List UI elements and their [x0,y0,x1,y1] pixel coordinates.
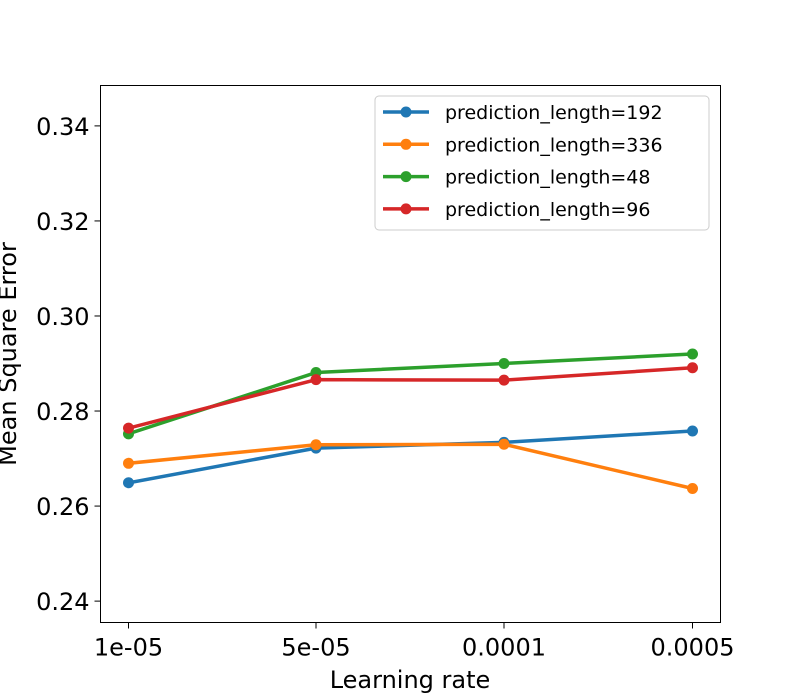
data-point [687,348,698,360]
y-tick-label: 0.32 [36,208,89,236]
legend: prediction_length=192 prediction_length=3… [374,95,710,231]
x-tick-label: 1e-05 [94,634,163,662]
x-tick-label: 0.0005 [651,634,735,662]
x-tick-label: 5e-05 [281,634,350,662]
series-1 [123,438,698,494]
data-point [687,425,698,437]
axes-layer: 1e-05 5e-05 0.0001 0.0005 0.24 0.26 0.28 0.30 0.… [36,113,734,662]
data-point [687,482,698,494]
legend-label: prediction_length=336 [445,134,663,156]
legend-marker [400,138,412,150]
legend-label: prediction_length=96 [445,199,650,221]
legend-frame [374,95,710,231]
series-line [126,442,695,491]
y-tick-label: 0.34 [36,113,89,141]
data-point [498,358,510,370]
data-point [498,374,510,386]
data-point [687,362,698,374]
data-point [123,477,134,489]
series-layer [123,348,698,494]
data-point [310,374,322,386]
y-tick-label: 0.24 [36,588,89,616]
data-point [123,457,134,469]
x-axis-label: Learning rate [330,666,491,694]
data-point [310,439,322,451]
series-line [126,365,695,431]
series-3 [123,362,698,434]
y-tick-label: 0.30 [36,303,89,331]
legend-label: prediction_length=192 [445,102,663,124]
data-point [498,438,510,450]
legend-marker [400,171,412,183]
y-tick-label: 0.28 [36,398,89,426]
y-tick-label: 0.26 [36,493,89,521]
legend-label: prediction_length=48 [445,167,650,189]
legend-marker [400,203,412,215]
x-tick-label: 0.0001 [462,634,546,662]
legend-marker [400,106,412,118]
data-point [123,422,134,434]
y-axis-label: Mean Square Error [0,242,22,466]
